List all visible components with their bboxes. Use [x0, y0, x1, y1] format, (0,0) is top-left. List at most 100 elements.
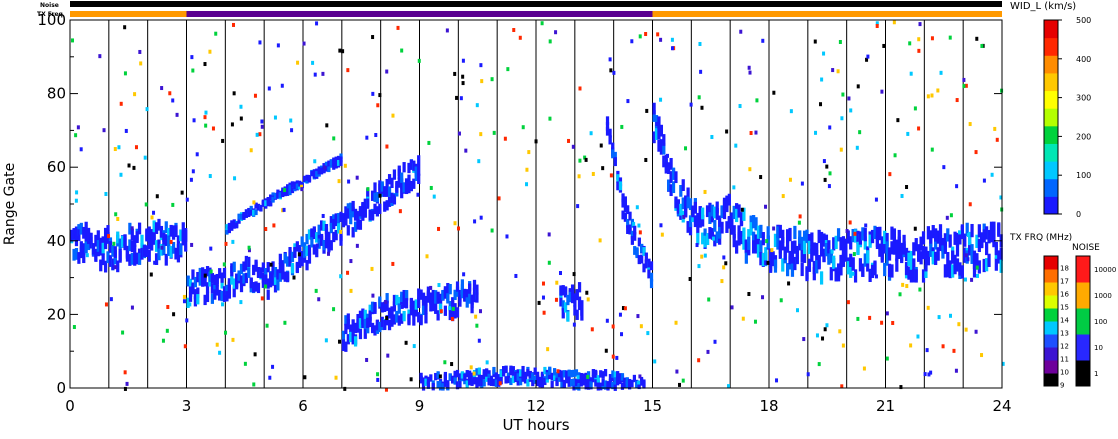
speckle — [839, 147, 843, 152]
echo-cell — [701, 214, 705, 227]
echo-cell — [489, 378, 494, 386]
echo-cell — [698, 206, 702, 219]
x-tick-label-21: 21 — [876, 397, 895, 415]
echo-cell — [225, 291, 229, 302]
echo-cell — [509, 377, 513, 386]
txfreq-segment-1 — [186, 11, 653, 17]
speckle — [576, 375, 580, 380]
speckle — [828, 171, 832, 176]
echo-cell — [145, 245, 149, 258]
echo-cell — [387, 186, 392, 197]
echo-cell — [392, 301, 397, 312]
echo-band-8 — [730, 203, 1003, 285]
echo-cell — [618, 181, 623, 191]
speckle — [917, 126, 921, 131]
speckle — [302, 41, 306, 46]
echo-cell — [363, 318, 367, 330]
echo-cell — [676, 201, 680, 214]
speckle — [457, 131, 461, 136]
echo-cell — [431, 383, 435, 391]
speckle — [722, 255, 726, 260]
echo-cell — [662, 155, 666, 168]
speckle — [964, 83, 968, 88]
echo-cell — [819, 271, 824, 285]
echo-cell — [573, 305, 577, 316]
echo-cell — [778, 240, 782, 254]
echo-cell — [970, 250, 974, 264]
echo-cell — [674, 171, 678, 184]
speckle — [258, 40, 262, 45]
echo-cell — [594, 370, 598, 378]
echo-cell — [205, 282, 210, 293]
y-tick-label-0: 0 — [56, 379, 66, 397]
x-tick-label-18: 18 — [759, 397, 778, 415]
echo-cell — [807, 258, 812, 272]
echo-cell — [419, 314, 423, 326]
echo-cell — [649, 279, 654, 289]
echo-cell — [630, 230, 634, 240]
speckle — [211, 126, 215, 131]
echo-cell — [684, 205, 688, 218]
y-tick-label-20: 20 — [47, 305, 66, 323]
echo-cell — [395, 310, 399, 322]
echo-cell — [621, 198, 625, 208]
echo-cell — [458, 381, 462, 389]
speckle — [548, 39, 552, 44]
echo-cell — [669, 184, 673, 197]
echo-band-3 — [341, 279, 479, 352]
echo-cell — [128, 254, 132, 266]
speckle — [697, 358, 701, 363]
speckle — [734, 143, 738, 148]
echo-cell — [785, 262, 790, 277]
echo-cell — [79, 222, 83, 235]
echo-cell — [368, 316, 372, 328]
echo-cell — [400, 178, 404, 189]
echo-cell — [266, 262, 270, 273]
speckle — [273, 115, 277, 120]
echo-cell — [718, 226, 722, 239]
echo-cell — [329, 216, 333, 227]
echo-cell — [402, 310, 406, 322]
speckle — [802, 337, 806, 342]
echo-cell — [397, 303, 401, 314]
echo-cell — [453, 303, 457, 314]
echo-cell — [836, 263, 841, 277]
echo-cell — [159, 243, 164, 256]
echo-cell — [361, 308, 365, 319]
echo-cell — [657, 116, 661, 129]
x-tick-label-24: 24 — [992, 397, 1011, 415]
speckle — [325, 123, 329, 128]
echo-cell — [635, 249, 639, 259]
echo-cell — [715, 208, 719, 220]
echo-cell — [451, 310, 455, 322]
echo-cell — [101, 253, 105, 266]
echo-cell — [147, 250, 151, 262]
noise-frame — [1075, 255, 1091, 387]
speckle — [432, 194, 436, 199]
speckle — [862, 366, 866, 371]
echo-cell — [790, 241, 795, 255]
echo-cell — [215, 285, 219, 296]
speckle — [209, 269, 213, 274]
speckle — [846, 300, 850, 305]
echo-cell — [310, 170, 314, 177]
echo-cell — [902, 241, 906, 255]
echo-cell — [317, 238, 321, 249]
speckle — [224, 241, 228, 246]
echo-cell — [295, 261, 299, 273]
speckle — [231, 239, 235, 244]
speckle — [817, 362, 821, 367]
echo-cell — [363, 328, 367, 339]
speckle — [831, 68, 835, 73]
txfreq-segment-0 — [70, 11, 187, 17]
noise-tick-1: 1 — [1094, 370, 1098, 378]
echo-cell — [256, 267, 261, 278]
echo-cell — [108, 241, 113, 253]
noise-colorbar-label: NOISE — [1072, 243, 1100, 253]
speckle — [280, 83, 284, 88]
speckle — [925, 348, 929, 353]
echo-cell — [230, 266, 234, 277]
echo-cell — [468, 370, 472, 378]
speckle — [534, 139, 538, 144]
echo-cell — [555, 372, 559, 380]
